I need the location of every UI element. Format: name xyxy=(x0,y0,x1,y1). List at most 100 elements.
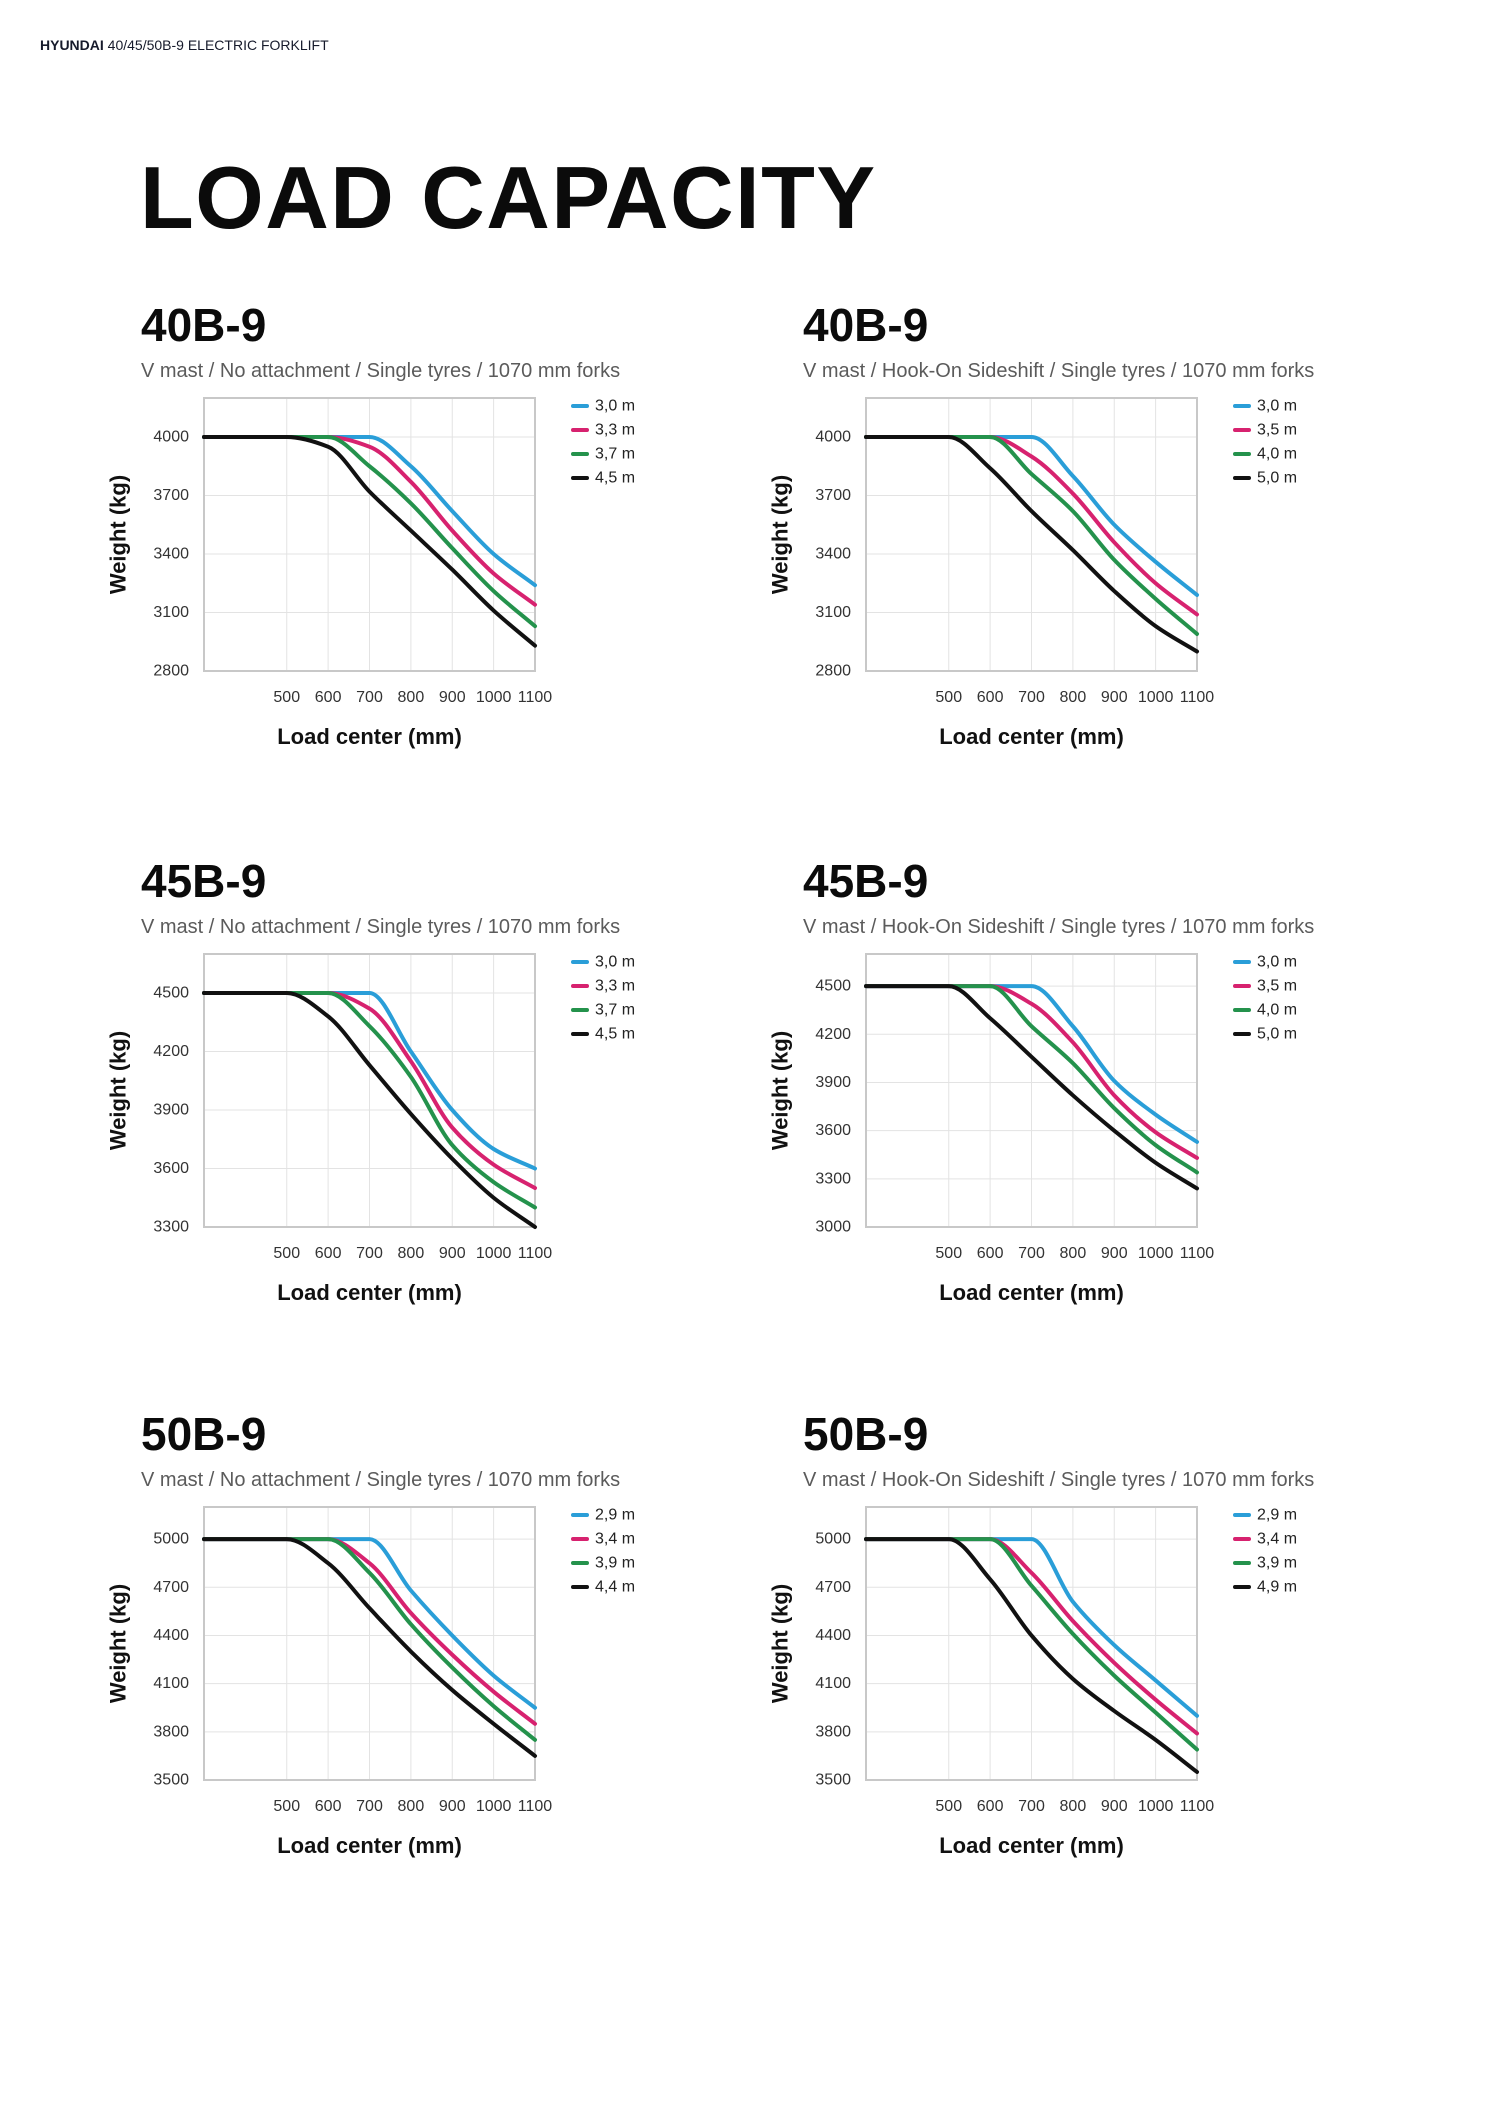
legend-label: 3,0 m xyxy=(595,398,635,415)
y-tick-label: 4200 xyxy=(153,1043,189,1060)
x-tick-label: 800 xyxy=(398,1798,425,1815)
y-tick-label: 4700 xyxy=(815,1579,851,1596)
legend-label: 3,9 m xyxy=(595,1555,635,1572)
series-line-3 xyxy=(864,435,1199,654)
legend-label: 3,4 m xyxy=(1257,1531,1297,1548)
x-tick-label: 900 xyxy=(439,1798,466,1815)
series-line-3 xyxy=(864,1537,1199,1774)
y-axis-label: Weight (kg) xyxy=(768,475,793,594)
x-tick-label: 500 xyxy=(273,1798,300,1815)
y-tick-label: 2800 xyxy=(153,663,189,680)
x-tick-label: 700 xyxy=(1018,1798,1045,1815)
load-capacity-line-chart: 3300 3600 3900 4200 4500 500 600 700 800 900 1000 1… xyxy=(106,953,635,1305)
legend-label: 2,9 m xyxy=(1257,1507,1297,1524)
series-line-3 xyxy=(202,1537,537,1758)
legend-label: 2,9 m xyxy=(595,1507,635,1524)
legend-label: 3,0 m xyxy=(1257,954,1297,971)
x-tick-label: 600 xyxy=(977,689,1004,706)
load-capacity-line-chart: 3500 3800 4100 4400 4700 5000 500 600 700 800 900 1… xyxy=(106,1506,635,1858)
y-tick-label: 4400 xyxy=(815,1627,851,1644)
x-tick-label: 1100 xyxy=(518,1245,553,1262)
x-tick-label: 1100 xyxy=(518,1798,553,1815)
chart-heading: 45B-9 xyxy=(141,855,267,907)
y-tick-label: 3400 xyxy=(153,546,189,563)
legend-label: 3,9 m xyxy=(1257,1555,1297,1572)
document-header: HYUNDAI 40/45/50B-9 ELECTRIC FORKLIFT xyxy=(40,37,329,53)
document-subject: 40/45/50B-9 ELECTRIC FORKLIFT xyxy=(107,37,329,53)
x-axis-label: Load center (mm) xyxy=(939,724,1124,749)
y-tick-label: 4500 xyxy=(153,985,189,1002)
y-tick-label: 3800 xyxy=(815,1723,851,1740)
chart-heading: 50B-9 xyxy=(141,1408,267,1460)
y-tick-label: 3600 xyxy=(815,1122,851,1139)
plot-frame xyxy=(203,397,536,672)
legend-label: 5,0 m xyxy=(1257,1026,1297,1043)
series-line-3 xyxy=(202,991,537,1229)
x-tick-label: 900 xyxy=(439,689,466,706)
legend-label: 5,0 m xyxy=(1257,470,1297,487)
y-tick-label: 3600 xyxy=(153,1160,189,1177)
load-capacity-line-chart: 2800 3100 3400 3700 4000 500 600 700 800 900 1000 1… xyxy=(106,397,635,749)
x-tick-label: 900 xyxy=(1101,1245,1128,1262)
chart-panel-45b-9-hook-on-sideshift: 45B-9 V mast / Hook-On Sideshift / Singl… xyxy=(762,856,1362,1316)
x-tick-label: 1000 xyxy=(476,1798,512,1815)
chart-panel-50b-9-no-attachment: 50B-9 V mast / No attachment / Single ty… xyxy=(100,1409,700,1869)
legend-label: 4,0 m xyxy=(1257,1002,1297,1019)
brand-name: HYUNDAI xyxy=(40,37,104,53)
x-tick-label: 700 xyxy=(356,1245,383,1262)
x-tick-label: 800 xyxy=(1060,689,1087,706)
x-axis-label: Load center (mm) xyxy=(277,1833,462,1858)
x-tick-label: 600 xyxy=(977,1798,1004,1815)
legend-label: 4,5 m xyxy=(595,470,635,487)
x-tick-label: 800 xyxy=(1060,1245,1087,1262)
chart-subtitle: V mast / No attachment / Single tyres / … xyxy=(141,360,621,382)
legend-label: 3,5 m xyxy=(1257,422,1297,439)
x-tick-label: 600 xyxy=(315,689,342,706)
y-tick-label: 4400 xyxy=(153,1627,189,1644)
y-tick-label: 3500 xyxy=(153,1772,189,1789)
chart-panel-40b-9-hook-on-sideshift: 40B-9 V mast / Hook-On Sideshift / Singl… xyxy=(762,300,1362,760)
chart-subtitle: V mast / No attachment / Single tyres / … xyxy=(141,916,621,938)
legend-label: 3,0 m xyxy=(595,954,635,971)
legend-label: 4,5 m xyxy=(595,1026,635,1043)
x-tick-label: 1000 xyxy=(1138,1245,1174,1262)
chart-heading: 50B-9 xyxy=(803,1408,929,1460)
y-tick-label: 3500 xyxy=(815,1772,851,1789)
x-axis-label: Load center (mm) xyxy=(277,1280,462,1305)
chart-subtitle: V mast / Hook-On Sideshift / Single tyre… xyxy=(803,1469,1315,1491)
y-tick-label: 2800 xyxy=(815,663,851,680)
x-tick-label: 700 xyxy=(356,689,383,706)
legend-label: 3,4 m xyxy=(595,1531,635,1548)
chart-panel-40b-9-no-attachment: 40B-9 V mast / No attachment / Single ty… xyxy=(100,300,700,760)
y-tick-label: 4200 xyxy=(815,1026,851,1043)
x-tick-label: 900 xyxy=(439,1245,466,1262)
x-tick-label: 900 xyxy=(1101,689,1128,706)
x-tick-label: 900 xyxy=(1101,1798,1128,1815)
y-tick-label: 4500 xyxy=(815,978,851,995)
chart-subtitle: V mast / No attachment / Single tyres / … xyxy=(141,1469,621,1491)
y-tick-label: 5000 xyxy=(153,1531,189,1548)
y-axis-label: Weight (kg) xyxy=(106,1031,131,1150)
legend-label: 4,9 m xyxy=(1257,1579,1297,1596)
x-tick-label: 1100 xyxy=(518,689,553,706)
x-tick-label: 800 xyxy=(1060,1798,1087,1815)
x-tick-label: 1100 xyxy=(1180,689,1215,706)
y-tick-label: 3400 xyxy=(815,546,851,563)
x-tick-label: 700 xyxy=(1018,689,1045,706)
legend-label: 4,4 m xyxy=(595,1579,635,1596)
plot-frame xyxy=(865,397,1198,672)
x-tick-label: 1000 xyxy=(1138,1798,1174,1815)
x-tick-label: 500 xyxy=(935,1245,962,1262)
y-tick-label: 4000 xyxy=(153,429,189,446)
y-axis-label: Weight (kg) xyxy=(106,1584,131,1703)
y-axis-label: Weight (kg) xyxy=(768,1031,793,1150)
legend-label: 3,0 m xyxy=(1257,398,1297,415)
x-tick-label: 600 xyxy=(315,1245,342,1262)
legend-label: 3,7 m xyxy=(595,446,635,463)
x-tick-label: 700 xyxy=(356,1798,383,1815)
y-tick-label: 3300 xyxy=(153,1219,189,1236)
y-tick-label: 5000 xyxy=(815,1531,851,1548)
chart-panel-50b-9-hook-on-sideshift: 50B-9 V mast / Hook-On Sideshift / Singl… xyxy=(762,1409,1362,1869)
x-axis-label: Load center (mm) xyxy=(939,1280,1124,1305)
y-tick-label: 3000 xyxy=(815,1219,851,1236)
